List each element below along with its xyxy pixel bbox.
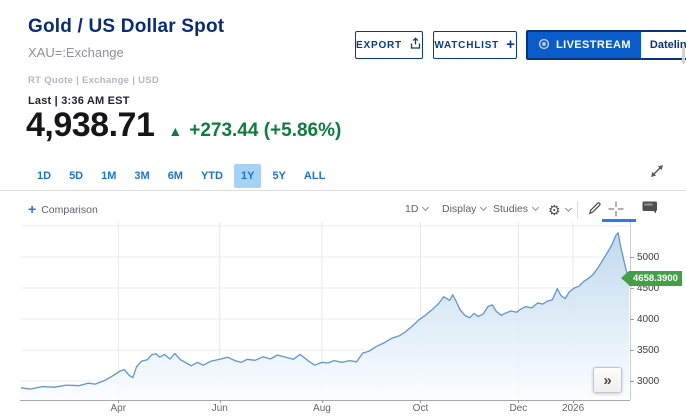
tag-arrow-icon bbox=[621, 271, 629, 286]
price-row: 4,938.71 ▲ +273.44 (+5.86%) bbox=[26, 106, 341, 145]
export-button[interactable]: EXPORT bbox=[355, 31, 423, 59]
x-axis-label: Jun bbox=[211, 403, 228, 414]
expand-chart-icon[interactable] bbox=[647, 161, 667, 181]
range-tab-all[interactable]: ALL bbox=[303, 170, 326, 182]
chart-settings-dropdown[interactable]: ⚙ bbox=[548, 202, 572, 218]
x-axis-tick bbox=[321, 400, 323, 403]
range-tab-3m[interactable]: 3M bbox=[134, 170, 150, 182]
add-comparison-button[interactable]: + Comparison bbox=[28, 201, 98, 217]
plus-icon: + bbox=[506, 35, 516, 53]
draw-tool-button[interactable] bbox=[587, 201, 602, 221]
range-tab-1y[interactable]: 1Y bbox=[233, 164, 262, 188]
y-axis-line bbox=[630, 222, 631, 400]
x-axis-tick bbox=[518, 400, 520, 403]
chevron-down-icon bbox=[564, 204, 572, 213]
toolbar-divider bbox=[577, 201, 578, 218]
x-axis-tick bbox=[420, 400, 422, 403]
section-divider bbox=[0, 190, 686, 191]
range-tab-6m[interactable]: 6M bbox=[167, 170, 183, 182]
watchlist-button-label: WATCHLIST bbox=[434, 39, 500, 51]
y-axis-tick bbox=[630, 350, 634, 352]
range-tab-5y[interactable]: 5Y bbox=[272, 170, 286, 182]
y-axis-tick bbox=[630, 381, 634, 383]
price-chart[interactable] bbox=[21, 222, 629, 401]
range-tab-ytd[interactable]: YTD bbox=[200, 170, 223, 182]
livestream-button[interactable]: LIVESTREAM bbox=[528, 32, 641, 58]
chevron-down-icon bbox=[480, 203, 488, 212]
comparison-label: Comparison bbox=[41, 204, 98, 216]
display-dropdown[interactable]: Display bbox=[442, 203, 488, 215]
y-axis-label: 4000 bbox=[637, 314, 660, 326]
crosshair-tool-button[interactable] bbox=[608, 201, 624, 222]
livestream-label: LIVESTREAM bbox=[556, 39, 631, 51]
studies-dropdown[interactable]: Studies bbox=[493, 203, 540, 215]
record-dot-icon bbox=[538, 38, 550, 53]
y-axis-label: 3500 bbox=[637, 345, 660, 357]
y-axis-label: 4500 bbox=[637, 283, 660, 295]
y-axis-label: 3000 bbox=[637, 376, 660, 388]
chart-more-button[interactable]: » bbox=[593, 367, 622, 393]
active-tool-indicator bbox=[602, 219, 636, 222]
chevron-down-icon bbox=[422, 203, 430, 212]
range-tabs: 1D 5D 1M 3M 6M YTD 1Y 5Y ALL bbox=[30, 164, 336, 188]
pencil-icon bbox=[588, 202, 601, 215]
export-icon bbox=[409, 37, 422, 53]
export-button-label: EXPORT bbox=[356, 39, 402, 51]
page-title: Gold / US Dollar Spot bbox=[28, 16, 225, 37]
symbol-exchange: XAU=:Exchange bbox=[28, 45, 124, 60]
dateline-label: Dateline bbox=[649, 39, 686, 51]
display-label: Display bbox=[442, 203, 477, 215]
y-axis-tick bbox=[630, 288, 634, 290]
watchlist-button[interactable]: WATCHLIST + bbox=[433, 31, 517, 59]
x-axis-label: Oct bbox=[412, 403, 429, 414]
x-axis-label: 2026 bbox=[561, 403, 585, 414]
x-axis-line bbox=[20, 400, 630, 401]
scrollbar-thumb[interactable] bbox=[682, 46, 685, 64]
x-axis-tick bbox=[219, 400, 221, 403]
up-triangle-icon: ▲ bbox=[168, 123, 183, 139]
last-timestamp: Last | 3:36 AM EST bbox=[28, 95, 130, 107]
x-axis-label: Apr bbox=[110, 403, 127, 414]
range-tab-1m[interactable]: 1M bbox=[101, 170, 117, 182]
range-tab-5d[interactable]: 5D bbox=[69, 170, 84, 182]
chart-snapshot-button[interactable] bbox=[642, 201, 659, 219]
snapshot-camera-icon bbox=[642, 201, 657, 214]
chevron-down-icon bbox=[531, 203, 540, 212]
gear-icon: ⚙ bbox=[548, 202, 561, 218]
x-axis-label: Dec bbox=[509, 403, 528, 414]
x-axis-label: Aug bbox=[313, 403, 331, 414]
y-axis-tick bbox=[630, 319, 634, 321]
studies-label: Studies bbox=[493, 203, 529, 215]
last-price: 4,938.71 bbox=[26, 106, 155, 144]
y-axis-tick bbox=[630, 257, 634, 259]
livestream-toggle-group: LIVESTREAM Dateline bbox=[526, 30, 686, 60]
plus-icon: + bbox=[28, 201, 37, 217]
x-axis-tick bbox=[118, 400, 120, 403]
price-chart-region: 3000 3500 4000 4500 5000 Apr Jun Aug Oct Dec 2026… bbox=[0, 222, 686, 419]
last-price-tag-value: 4658.3900 bbox=[629, 270, 682, 286]
quote-meta: RT Quote | Exchange | USD bbox=[28, 75, 160, 86]
price-change: +273.44 (+5.86%) bbox=[189, 120, 342, 141]
y-axis-label: 5000 bbox=[637, 252, 660, 264]
crosshair-icon bbox=[608, 201, 624, 217]
x-axis-tick bbox=[573, 400, 575, 403]
interval-value: 1D bbox=[405, 203, 419, 215]
dateline-button[interactable]: Dateline bbox=[640, 32, 686, 58]
interval-dropdown[interactable]: 1D bbox=[405, 203, 430, 215]
last-price-tag: 4658.3900 bbox=[621, 270, 682, 286]
range-tab-1d[interactable]: 1D bbox=[37, 170, 52, 182]
